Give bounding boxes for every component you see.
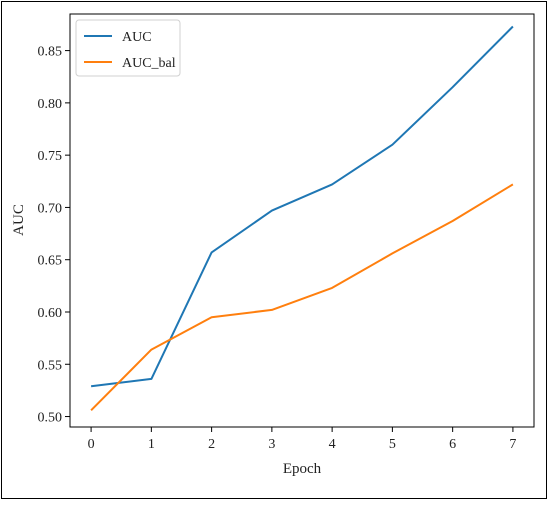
x-tick-label: 1 <box>148 437 155 452</box>
legend-label-auc-bal: AUC_bal <box>122 56 176 71</box>
y-tick-label: 0.50 <box>38 411 63 426</box>
y-tick-label: 0.85 <box>38 45 63 60</box>
y-axis-label: AUC <box>11 204 27 236</box>
figure-frame: 0.50 0.55 0.60 0.65 0.70 0.75 0.80 0.85 0 1 2 3 4 5 6… <box>1 1 547 499</box>
legend: AUC AUC_bal <box>76 20 180 76</box>
x-axis: 0 1 2 3 4 5 6 7 <box>88 427 517 452</box>
x-tick-label: 3 <box>268 437 275 452</box>
x-tick-label: 6 <box>449 437 456 452</box>
y-tick-label: 0.75 <box>38 149 63 164</box>
x-tick-label: 0 <box>88 437 95 452</box>
x-tick-label: 7 <box>509 437 516 452</box>
x-tick-label: 5 <box>389 437 396 452</box>
y-tick-label: 0.65 <box>38 254 63 269</box>
y-tick-label: 0.80 <box>38 97 63 112</box>
x-axis-label: Epoch <box>283 461 322 477</box>
y-tick-label: 0.60 <box>38 306 63 321</box>
x-tick-label: 4 <box>329 437 336 452</box>
y-tick-label: 0.70 <box>38 201 63 216</box>
y-axis: 0.50 0.55 0.60 0.65 0.70 0.75 0.80 0.85 <box>38 45 71 426</box>
legend-label-auc: AUC <box>122 30 152 45</box>
line-chart: 0.50 0.55 0.60 0.65 0.70 0.75 0.80 0.85 0 1 2 3 4 5 6… <box>2 2 548 500</box>
x-tick-label: 2 <box>208 437 215 452</box>
y-tick-label: 0.55 <box>38 358 63 373</box>
